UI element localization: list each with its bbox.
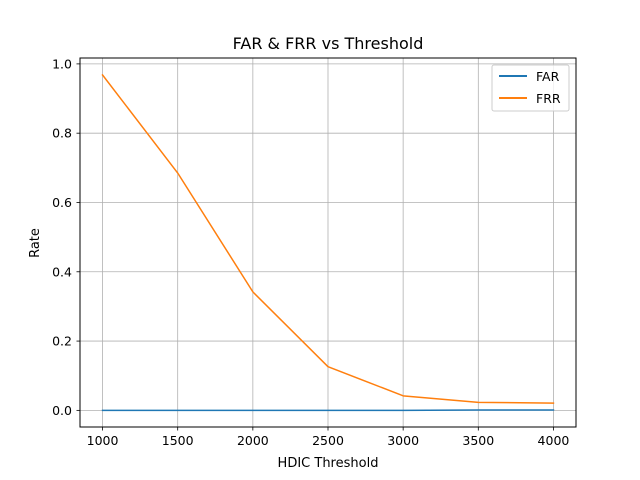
y-tick-label: 0.4 — [52, 264, 72, 279]
y-tick-label: 0.8 — [52, 126, 72, 141]
x-tick-label: 2000 — [237, 433, 269, 448]
chart-title: FAR & FRR vs Threshold — [233, 34, 424, 53]
x-tick-label: 1000 — [87, 433, 119, 448]
y-tick-label: 0.6 — [52, 195, 72, 210]
legend-label-far: FAR — [536, 69, 560, 84]
legend: FAR FRR — [491, 64, 570, 112]
legend-label-frr: FRR — [536, 91, 561, 106]
y-tick-label: 0.0 — [52, 403, 72, 418]
x-tick-label: 4000 — [538, 433, 570, 448]
y-tick-label: 1.0 — [52, 56, 72, 71]
y-axis: 0.0 0.2 0.4 0.6 0.8 1.0 — [52, 56, 80, 418]
grid — [80, 58, 576, 427]
x-tick-label: 2500 — [312, 433, 344, 448]
x-axis: 1000 1500 2000 2500 3000 3500 4000 — [87, 427, 570, 448]
y-axis-label: Rate — [28, 228, 43, 258]
x-axis-label: HDIC Threshold — [278, 456, 379, 471]
series-line-frr — [101, 73, 555, 404]
series-layer — [101, 73, 555, 412]
x-tick-label: 3500 — [462, 433, 494, 448]
y-tick-label: 0.2 — [52, 334, 72, 349]
x-tick-label: 1500 — [162, 433, 194, 448]
x-tick-label: 3000 — [387, 433, 419, 448]
